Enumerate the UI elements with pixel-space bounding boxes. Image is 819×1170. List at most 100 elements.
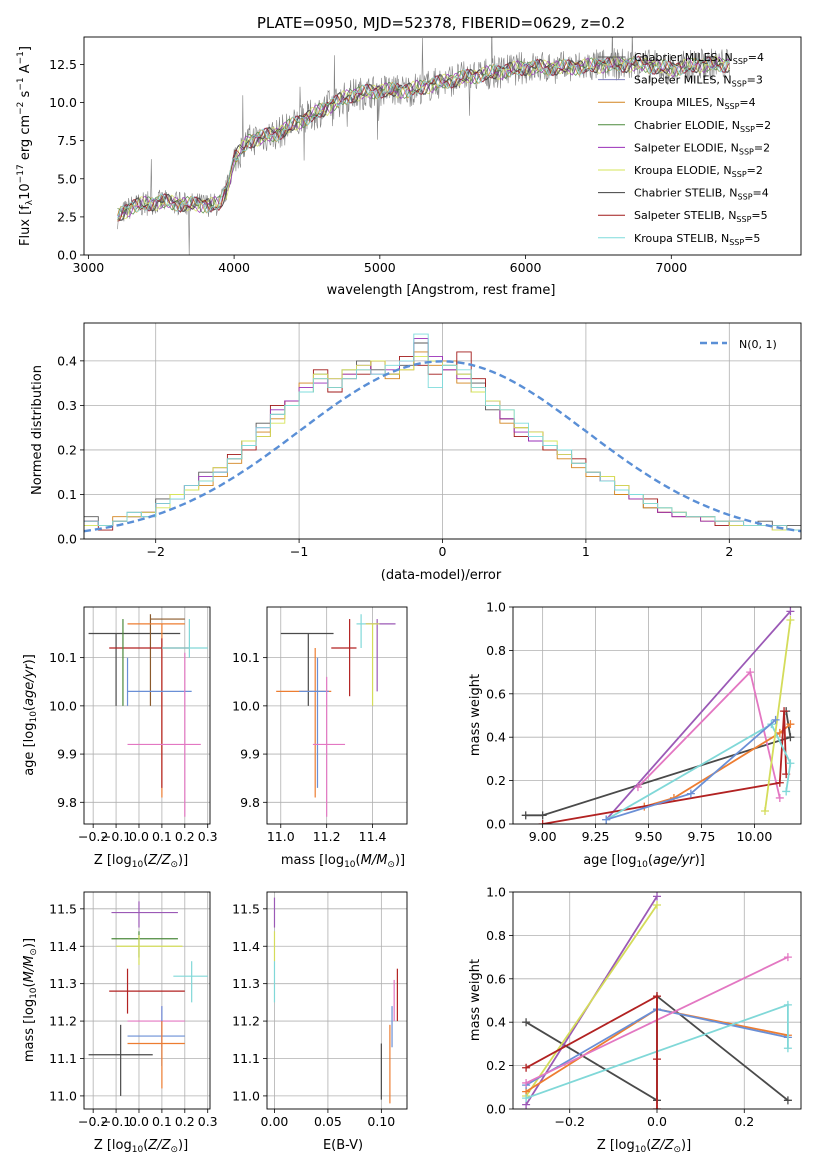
x-tick-label: 9.75 <box>688 829 716 844</box>
residual-histogram-panel: −2 −1 0 1 2 0.0 0.1 0.2 0.3 0.4 N(0, 1) <box>57 322 802 559</box>
series-marker-6 <box>783 1044 792 1053</box>
x-tick-label: 0.1 <box>152 1114 172 1129</box>
y-tick-label: 10.0 <box>49 95 77 110</box>
x-tick-label: 2 <box>725 544 733 559</box>
y-tick-label: 11.3 <box>49 976 77 991</box>
x-tick-label: 0.05 <box>314 1114 342 1129</box>
mass-z-y-label: mass [log10(M/M⊙)] <box>22 938 39 1062</box>
axes-frame <box>83 36 802 256</box>
y-tick-label: 0.3 <box>57 398 77 413</box>
series-marker-1 <box>653 892 661 901</box>
hist-series-5 <box>84 333 801 531</box>
y-tick-label: 9.9 <box>240 747 260 762</box>
series-marker-7 <box>686 789 695 798</box>
x-tick-label: −0.2 <box>78 829 108 844</box>
gaussian-curve <box>84 360 801 533</box>
x-tick-label: 0.3 <box>198 1114 218 1129</box>
legend-label-0: Chabrier MILES, NSSP=4 <box>634 51 764 66</box>
legend-label-6: Chabrier STELIB, NSSP=4 <box>634 187 769 202</box>
y-tick-label: 7.5 <box>57 133 77 148</box>
y-tick-label: 1.0 <box>486 885 506 900</box>
series-marker-2 <box>775 793 784 802</box>
series-line-5 <box>605 722 792 821</box>
legend-label-gauss: N(0, 1) <box>739 338 777 351</box>
x-tick-label: 0 <box>439 544 447 559</box>
x-tick-label: 0.0 <box>647 1114 667 1129</box>
y-tick-label: 11.5 <box>232 901 260 916</box>
y-tick-label: 11.0 <box>232 1088 260 1103</box>
x-tick-label: 0.3 <box>198 829 218 844</box>
x-tick-label: 0.2 <box>175 829 195 844</box>
legend-label-3: Chabrier ELODIE, NSSP=2 <box>634 119 771 134</box>
x-tick-label: 6000 <box>510 260 542 275</box>
residual-x-label: (data-model)/error <box>381 568 502 583</box>
y-tick-label: 11.0 <box>49 1088 77 1103</box>
plot-area <box>117 37 730 255</box>
y-tick-label: 11.3 <box>232 976 260 991</box>
y-tick-label: 9.8 <box>57 795 77 810</box>
axes-frame <box>512 606 802 825</box>
age-vs-mass-panel: 11.0 11.2 11.4 9.8 9.9 10.0 10.1 <box>232 606 408 844</box>
y-tick-label: 0.1 <box>57 487 77 502</box>
y-tick-label: 10.1 <box>232 650 260 665</box>
series-marker-4 <box>780 707 789 716</box>
series-marker-6 <box>786 616 795 625</box>
x-tick-label: 0.00 <box>261 1114 289 1129</box>
legend-label-1: Salpeter MILES, NSSP=3 <box>634 74 763 89</box>
x-tick-label: 0.1 <box>152 829 172 844</box>
series-marker-2 <box>633 783 642 792</box>
series-marker-7 <box>653 1055 661 1064</box>
model-spectrum-1 <box>117 55 730 222</box>
legend-label-7: Salpeter STELIB, NSSP=5 <box>634 209 768 224</box>
plot-area <box>88 614 208 817</box>
mass-vs-extinction-panel: 0.00 0.05 0.10 11.0 11.1 11.2 11.3 11.4 11.5 <box>232 891 408 1129</box>
mw-z-y-label: mass weight <box>468 959 483 1041</box>
mw-age-y-label: mass weight <box>468 674 483 756</box>
axes-frame <box>83 891 211 1110</box>
y-tick-label: 0.4 <box>486 730 506 745</box>
series-marker-0 <box>522 1018 531 1027</box>
x-tick-label: 1 <box>582 544 590 559</box>
y-tick-label: 0.0 <box>57 532 77 547</box>
x-tick-label: −0.1 <box>101 1114 131 1129</box>
x-tick-label: 3000 <box>72 260 104 275</box>
axes-frame <box>83 322 802 540</box>
series-marker-0 <box>521 811 530 820</box>
series-line-7 <box>525 994 658 1109</box>
spectrum-title: PLATE=0950, MJD=52378, FIBERID=0629, z=0… <box>257 14 625 32</box>
series-marker-4 <box>775 778 784 787</box>
y-tick-label: 9.9 <box>57 747 77 762</box>
series-marker-7 <box>771 715 780 724</box>
legend-label-4: Salpeter ELODIE, NSSP=2 <box>634 141 770 156</box>
y-tick-label: 11.2 <box>49 1014 77 1029</box>
series-marker-5 <box>783 953 792 962</box>
series-marker-2 <box>653 901 661 910</box>
y-tick-label: 10.0 <box>49 698 77 713</box>
model-spectrum-7 <box>117 55 730 222</box>
x-tick-label: −0.1 <box>101 829 131 844</box>
x-tick-label: 9.25 <box>582 829 610 844</box>
plot-area <box>276 614 396 817</box>
axes-frame <box>266 891 408 1110</box>
age-mass-x-label: mass [log10(M/M⊙)] <box>281 853 405 870</box>
y-tick-label: 0.2 <box>57 442 77 457</box>
y-tick-label: 0.4 <box>57 353 77 368</box>
model-spectrum-5 <box>117 55 730 222</box>
y-tick-label: 0.0 <box>486 1102 506 1117</box>
series-marker-7 <box>522 1063 531 1072</box>
model-spectrum-6 <box>117 55 730 221</box>
y-tick-label: 9.8 <box>240 795 260 810</box>
age-vs-metallicity-panel: −0.2−0.10.0 0.1 0.2 0.3 9.8 9.9 10.0 10.1 <box>49 606 218 844</box>
spectrum-y-label: Flux [fλ10−17 erg cm−2 s−1 A−1] <box>16 46 35 246</box>
y-tick-label: 0.6 <box>486 686 506 701</box>
x-tick-label: 9.50 <box>635 829 663 844</box>
x-tick-label: 11.2 <box>313 829 341 844</box>
x-tick-label: 0.0 <box>129 1114 149 1129</box>
y-tick-label: 2.5 <box>57 209 77 224</box>
x-tick-label: 9.00 <box>529 829 557 844</box>
massweight-vs-age-panel: 9.00 9.25 9.50 9.75 10.00 0.0 0.2 0.4 0.6 0.8 1.0 <box>486 600 802 844</box>
x-tick-label: 0.0 <box>129 829 149 844</box>
x-tick-label: −2 <box>146 544 164 559</box>
x-tick-label: −1 <box>290 544 308 559</box>
